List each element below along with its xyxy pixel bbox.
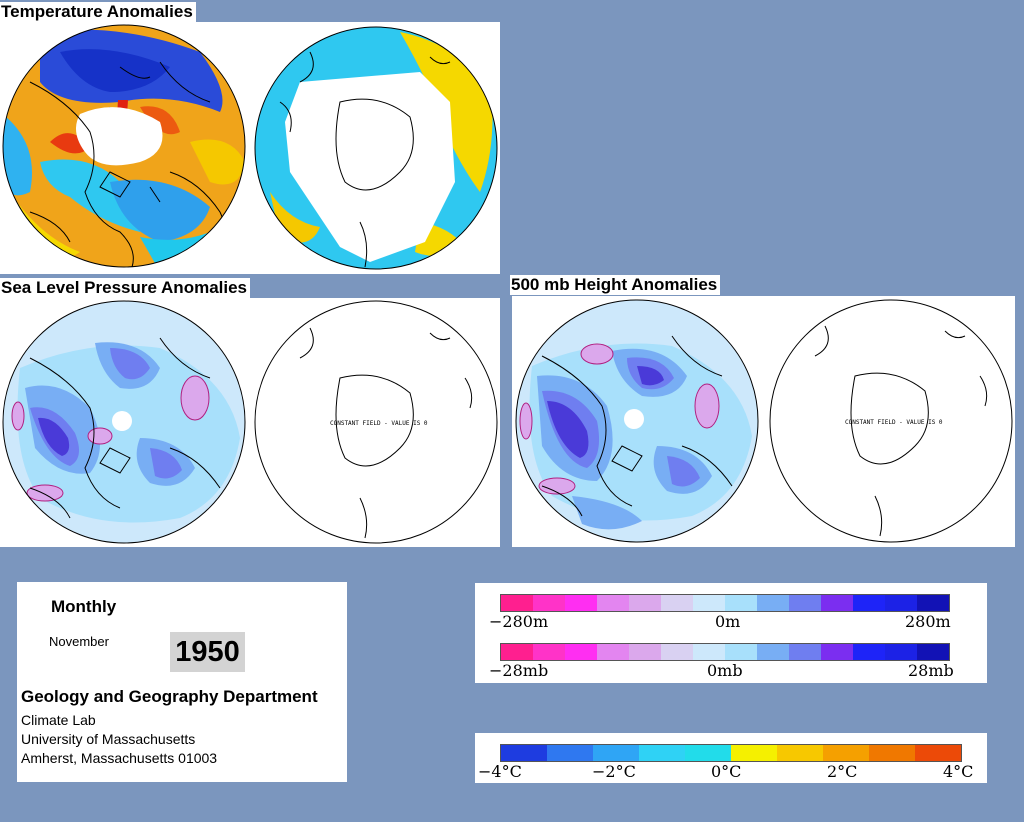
temperature-scale-swatch [685, 745, 731, 761]
temperature-tick-4: 4°C [943, 762, 974, 781]
h500-southern-hemisphere-map: CONSTANT FIELD - VALUE IS 0 [769, 299, 1013, 543]
h500-northern-hemisphere-map [515, 299, 759, 543]
pressure-min-label: −28mb [489, 661, 549, 680]
temperature-color-bar [500, 744, 962, 762]
department-name: Geology and Geography Department [21, 687, 318, 706]
height-min-label: −280m [489, 612, 549, 631]
temperature-scale-swatch [731, 745, 777, 761]
pressure-scale-swatch [501, 644, 533, 660]
temperature-tick-2: 2°C [827, 762, 858, 781]
height-mid-label: 0m [715, 612, 741, 631]
lab-name: Climate Lab [21, 712, 96, 728]
temperature-scale-swatch [593, 745, 639, 761]
temperature-scale-swatch [915, 745, 961, 761]
temperature-map-panel [0, 22, 500, 274]
slp-northern-hemisphere-map [2, 300, 246, 544]
slp-map-panel: CONSTANT FIELD - VALUE IS 0 [0, 298, 500, 547]
period-label: Monthly [51, 597, 117, 616]
slp-panel-title: Sea Level Pressure Anomalies [0, 278, 251, 298]
height-scale-swatch [501, 595, 533, 611]
temperature-scale-swatch [639, 745, 685, 761]
height-scale-swatch [629, 595, 661, 611]
pressure-scale-swatch [533, 644, 565, 660]
pressure-scale-swatch [757, 644, 789, 660]
temperature-scale-swatch [777, 745, 823, 761]
pressure-scale-swatch [917, 644, 949, 660]
info-box: Monthly November 1950 Geology and Geogra… [17, 582, 347, 782]
temperature-tick-minus4: −4°C [478, 762, 522, 781]
slp-southern-hemisphere-map: CONSTANT FIELD - VALUE IS 0 [254, 300, 498, 544]
temperature-northern-hemisphere-map [2, 24, 246, 268]
temperature-legend: −4°C −2°C 0°C 2°C 4°C [475, 733, 987, 783]
height-scale-swatch [917, 595, 949, 611]
height-max-label: 280m [905, 612, 951, 631]
height-scale-swatch [821, 595, 853, 611]
city-address: Amherst, Massachusetts 01003 [21, 750, 218, 766]
temperature-scale-swatch [823, 745, 869, 761]
pressure-scale-swatch [565, 644, 597, 660]
height-scale-swatch [661, 595, 693, 611]
year-badge: 1950 [170, 632, 245, 672]
h500-panel-title: 500 mb Height Anomalies [510, 275, 721, 295]
pressure-mid-label: 0mb [707, 661, 743, 680]
temperature-scale-swatch [547, 745, 593, 761]
address-block: Climate Lab University of Massachusetts … [21, 711, 217, 768]
pressure-scale-swatch [885, 644, 917, 660]
pressure-scale-swatch [789, 644, 821, 660]
temperature-tick-minus2: −2°C [592, 762, 636, 781]
temperature-scale-swatch [869, 745, 915, 761]
pressure-color-bar [500, 643, 950, 661]
temperature-southern-hemisphere-map [254, 26, 498, 270]
height-scale-swatch [789, 595, 821, 611]
temperature-panel-title: Temperature Anomalies [0, 2, 196, 22]
month-label: November [49, 634, 109, 649]
slp-constant-field-note: CONSTANT FIELD - VALUE IS 0 [330, 420, 428, 427]
pressure-scale-swatch [693, 644, 725, 660]
pressure-scale-swatch [725, 644, 757, 660]
pressure-scale-swatch [629, 644, 661, 660]
height-scale-swatch [757, 595, 789, 611]
pressure-scale-swatch [661, 644, 693, 660]
height-scale-swatch [885, 595, 917, 611]
height-scale-swatch [725, 595, 757, 611]
pressure-scale-swatch [853, 644, 885, 660]
height-scale-swatch [597, 595, 629, 611]
height-scale-swatch [853, 595, 885, 611]
height-scale-swatch [533, 595, 565, 611]
university-name: University of Massachusetts [21, 731, 196, 747]
height-color-bar [500, 594, 950, 612]
h500-map-panel: CONSTANT FIELD - VALUE IS 0 [512, 296, 1015, 547]
height-scale-swatch [693, 595, 725, 611]
h500-constant-field-note: CONSTANT FIELD - VALUE IS 0 [845, 419, 943, 426]
pressure-scale-swatch [597, 644, 629, 660]
pressure-scale-swatch [821, 644, 853, 660]
pressure-max-label: 28mb [908, 661, 954, 680]
temperature-tick-0: 0°C [711, 762, 742, 781]
anomaly-legend: −280m 0m 280m −28mb 0mb 28mb [475, 583, 987, 683]
temperature-scale-swatch [501, 745, 547, 761]
height-scale-swatch [565, 595, 597, 611]
